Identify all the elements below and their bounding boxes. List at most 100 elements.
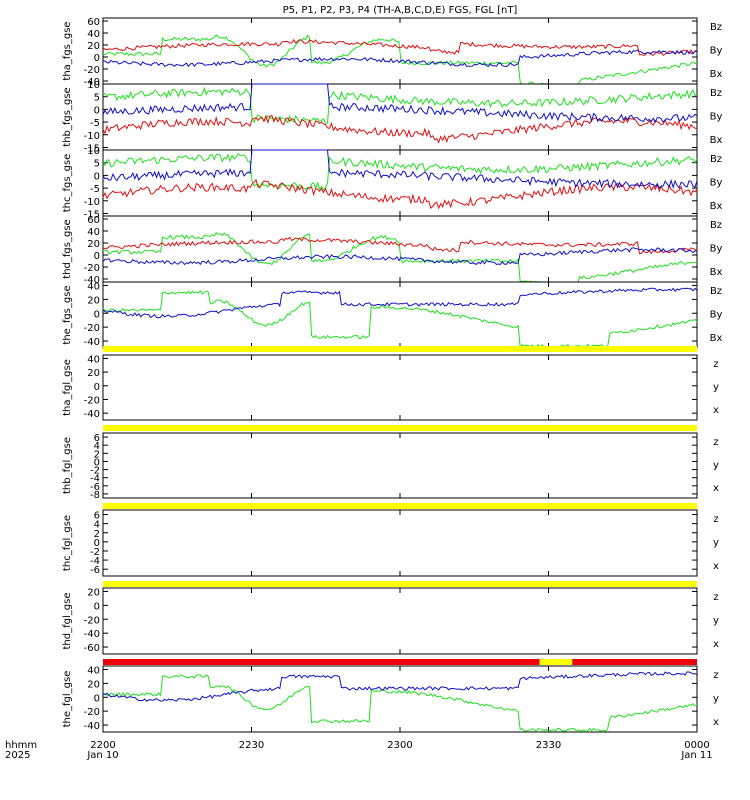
trace-x [102, 287, 698, 319]
y-tick-label: 4 [94, 520, 100, 531]
legend-y: y [713, 693, 719, 704]
y-tick-label: 40 [87, 665, 100, 676]
y-axis-label: the_fgl_gse [62, 671, 73, 728]
panel-frame [102, 149, 698, 217]
y-tick-label: 0 [94, 105, 100, 116]
y-axis-label: thd_fgl_gse [62, 593, 73, 650]
y-tick-label: -20 [84, 395, 100, 406]
trace-x [102, 49, 698, 68]
y-tick-label: 0 [94, 309, 100, 320]
y-tick-label: -20 [84, 323, 100, 334]
panel-thd_fgl_gse: 20 0 -20 -40 -60 thd_fgl_gse z y x [62, 587, 719, 655]
x-date-label: Jan 10 [86, 750, 118, 761]
y-axis-label: tha_fgl_gse [62, 359, 73, 416]
legend-Bz: Bz [710, 22, 722, 33]
trace-z [102, 178, 698, 210]
trace-x [102, 671, 698, 702]
panel-frame [102, 665, 698, 733]
trace-z [102, 114, 698, 144]
y-tick-label: -5 [90, 184, 100, 195]
legend-By: By [710, 243, 723, 254]
legend-Bz: Bz [710, 88, 722, 99]
y-tick-label: -15 [84, 209, 100, 220]
y-axis-label: tha_fgs_gse [62, 21, 73, 80]
y-tick-label: 0 [94, 53, 100, 64]
y-tick-label: -6 [90, 565, 100, 576]
trace-y [102, 153, 698, 191]
y-tick-label: -6 [90, 482, 100, 493]
x-tick-label: 2330 [536, 740, 561, 751]
trace-x [102, 149, 698, 190]
y-tick-label: -4 [90, 474, 100, 485]
legend-Bx: Bx [710, 267, 723, 278]
panel-the_fgs_gse: 40 20 0 -20 -40 the_fgs_gse Bz By Bx [62, 281, 723, 349]
y-tick-label: 40 [87, 29, 100, 40]
legend-x: x [713, 639, 719, 650]
y-tick-label: 4 [94, 441, 100, 452]
legend-z: z [713, 592, 718, 603]
trace-x [102, 247, 698, 266]
y-tick-label: 0 [94, 457, 100, 468]
y-tick-label: 2 [94, 449, 100, 460]
legend-Bx: Bx [710, 333, 723, 344]
status-flag-bar [103, 659, 540, 665]
y-tick-label: -15 [84, 143, 100, 154]
legend-Bx: Bx [710, 201, 723, 212]
status-flag-bar [103, 425, 697, 431]
legend-z: z [713, 670, 718, 681]
panel-the_fgl_gse: 40 20 0 -20 -40 the_fgl_gse z y x [62, 665, 719, 733]
y-tick-label: -5 [90, 118, 100, 129]
y-tick-label: -2 [90, 466, 100, 477]
trace-y [102, 34, 698, 85]
legend-x: x [713, 561, 719, 572]
y-tick-label: 0 [94, 171, 100, 182]
trace-y [102, 86, 698, 124]
legend-y: y [713, 382, 719, 393]
status-flag-bar [539, 659, 573, 665]
legend-x: x [713, 717, 719, 728]
legend-By: By [710, 177, 723, 188]
legend-Bx: Bx [710, 69, 723, 80]
y-tick-label: 20 [87, 368, 100, 379]
y-tick-label: 20 [87, 239, 100, 250]
y-axis-label: the_fgs_gse [62, 285, 73, 344]
trace-x [102, 83, 698, 124]
y-tick-label: 5 [94, 93, 100, 104]
y-tick-label: 40 [87, 281, 100, 292]
legend-Bx: Bx [710, 135, 723, 146]
y-tick-label: 0 [94, 601, 100, 612]
y-tick-label: 60 [87, 215, 100, 226]
x-tick-label: 2230 [239, 740, 264, 751]
y-axis-label: thc_fgl_gse [62, 515, 73, 571]
y-tick-label: 10 [87, 146, 100, 157]
y-tick-label: 2 [94, 529, 100, 540]
y-tick-label: 0 [94, 693, 100, 704]
legend-By: By [710, 309, 723, 320]
y-tick-label: 40 [87, 354, 100, 365]
y-tick-label: -10 [84, 131, 100, 142]
status-flag-bar [103, 346, 697, 352]
y-tick-label: 20 [87, 679, 100, 690]
x-tick-label: 2200 [90, 740, 115, 751]
legend-x: x [713, 483, 719, 494]
trace-y [102, 290, 698, 349]
panel-thb_fgs_gse: 10 50 -5 -10-15 thb_fgs_gse Bz By Bx [62, 80, 722, 154]
y-tick-label: -40 [84, 77, 100, 88]
y-tick-label: -20 [84, 707, 100, 718]
y-tick-label: -60 [84, 643, 100, 654]
legend-z: z [713, 437, 718, 448]
x-tick-label: 2300 [387, 740, 412, 751]
y-tick-label: 20 [87, 587, 100, 598]
legend-Bz: Bz [710, 220, 722, 231]
legend-By: By [710, 111, 723, 122]
x-left-label-2: 2025 [5, 750, 30, 761]
legend-z: z [713, 514, 718, 525]
y-tick-label: 20 [87, 41, 100, 52]
trace-y [102, 232, 698, 283]
y-tick-label: 0 [94, 251, 100, 262]
status-flag-bar [103, 503, 697, 509]
